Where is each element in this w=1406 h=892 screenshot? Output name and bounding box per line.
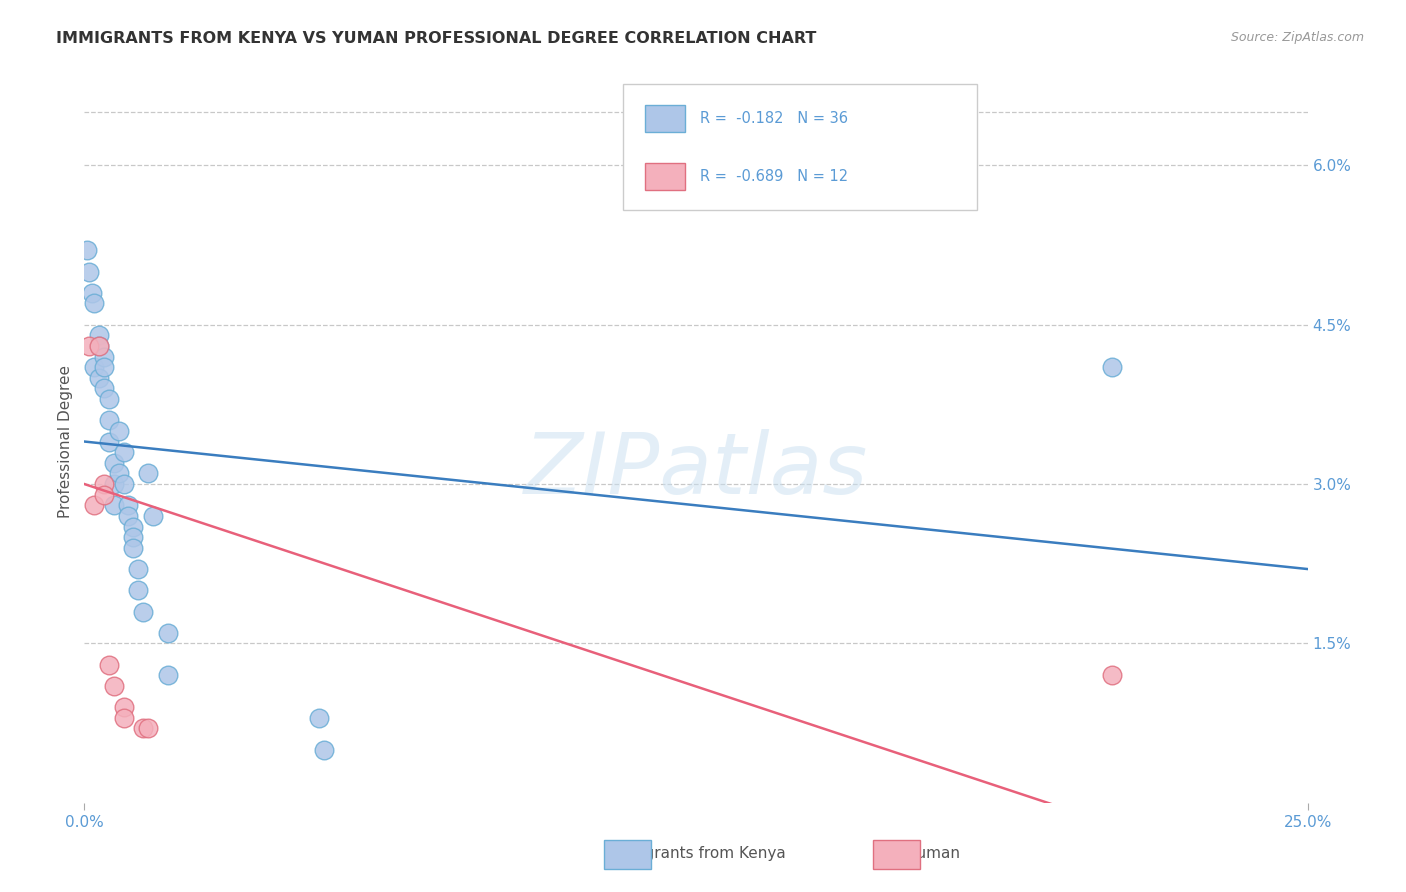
Point <box>93 360 115 375</box>
Point <box>77 339 100 353</box>
FancyBboxPatch shape <box>644 162 685 190</box>
Point <box>103 498 125 512</box>
Point <box>97 434 120 449</box>
Point <box>97 413 120 427</box>
Point <box>83 498 105 512</box>
Point <box>112 700 135 714</box>
Point <box>156 668 179 682</box>
Point <box>122 519 145 533</box>
Point <box>107 424 129 438</box>
Point <box>103 679 125 693</box>
Point <box>97 392 120 406</box>
Text: Immigrants from Kenya: Immigrants from Kenya <box>606 846 786 861</box>
Point <box>112 711 135 725</box>
Point <box>112 445 135 459</box>
Point <box>122 530 145 544</box>
Point <box>314 742 336 756</box>
Point <box>93 381 115 395</box>
Point <box>77 264 100 278</box>
Point <box>132 722 155 736</box>
Point <box>80 285 103 300</box>
Text: ZIPatlas: ZIPatlas <box>524 429 868 512</box>
Point <box>87 339 110 353</box>
FancyBboxPatch shape <box>605 840 651 870</box>
Point <box>136 467 159 481</box>
Point <box>83 296 105 310</box>
Point <box>87 328 110 343</box>
Point <box>93 477 115 491</box>
Y-axis label: Professional Degree: Professional Degree <box>58 365 73 518</box>
Point <box>83 360 105 375</box>
Point <box>97 657 120 672</box>
Point <box>93 488 115 502</box>
Text: R =  -0.182   N = 36: R = -0.182 N = 36 <box>700 112 848 126</box>
Text: Source: ZipAtlas.com: Source: ZipAtlas.com <box>1230 31 1364 45</box>
Point <box>117 498 139 512</box>
Point <box>1101 360 1123 375</box>
Point <box>103 477 125 491</box>
Point <box>122 541 145 555</box>
FancyBboxPatch shape <box>644 105 685 132</box>
Text: Yuman: Yuman <box>910 846 960 861</box>
Point <box>76 244 98 258</box>
Point <box>132 605 155 619</box>
Point <box>112 477 135 491</box>
Text: IMMIGRANTS FROM KENYA VS YUMAN PROFESSIONAL DEGREE CORRELATION CHART: IMMIGRANTS FROM KENYA VS YUMAN PROFESSIO… <box>56 31 817 46</box>
Point <box>1101 668 1123 682</box>
Point <box>87 339 110 353</box>
Point <box>308 711 330 725</box>
Point <box>127 562 149 576</box>
Point <box>107 467 129 481</box>
Point <box>93 350 115 364</box>
Point <box>117 508 139 523</box>
FancyBboxPatch shape <box>873 840 920 870</box>
Point <box>156 625 179 640</box>
Text: R =  -0.689   N = 12: R = -0.689 N = 12 <box>700 169 848 184</box>
Point <box>136 722 159 736</box>
Point <box>127 583 149 598</box>
Point <box>103 456 125 470</box>
FancyBboxPatch shape <box>623 84 977 211</box>
Point <box>142 508 165 523</box>
Point <box>87 371 110 385</box>
